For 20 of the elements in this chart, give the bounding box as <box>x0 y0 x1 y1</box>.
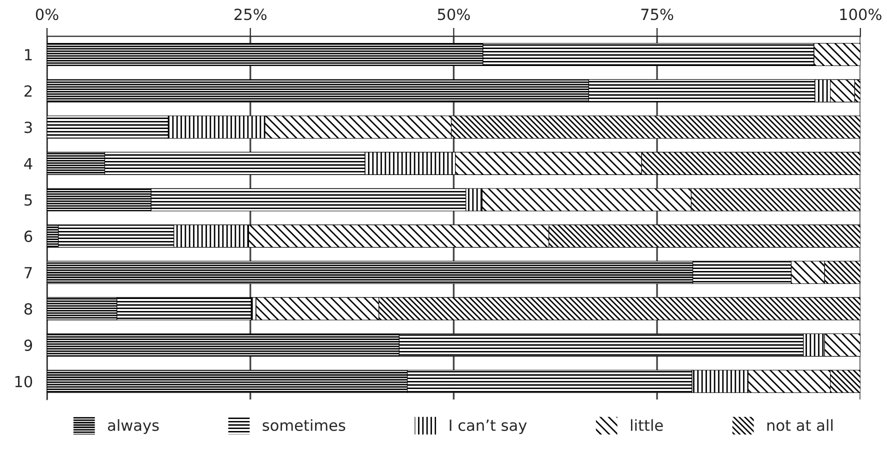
legend-label: always <box>108 419 159 434</box>
y-tick-label: 10 <box>15 376 32 388</box>
y-tick-label: 1 <box>25 49 32 60</box>
x-tick-label: 0% <box>36 8 58 20</box>
y-tick-label: 2 <box>24 85 32 97</box>
legend-label: little <box>630 419 663 432</box>
x-tick-label: 25% <box>234 8 266 20</box>
x-tick-label: 75% <box>641 8 674 20</box>
y-tick-label: 6 <box>24 230 32 242</box>
legend-label: sometimes <box>262 419 346 432</box>
y-tick-label: 7 <box>24 267 32 278</box>
y-tick-label: 4 <box>24 158 32 170</box>
legend-label: not at all <box>767 419 833 432</box>
y-tick-label: 3 <box>24 122 32 134</box>
y-tick-label: 5 <box>24 194 32 206</box>
legend-label: I can’t say <box>450 420 527 434</box>
y-tick-label: 9 <box>24 340 32 352</box>
x-tick-label: 50% <box>438 8 470 20</box>
y-tick-label: 8 <box>24 303 32 315</box>
x-tick-label: 100% <box>840 8 882 20</box>
